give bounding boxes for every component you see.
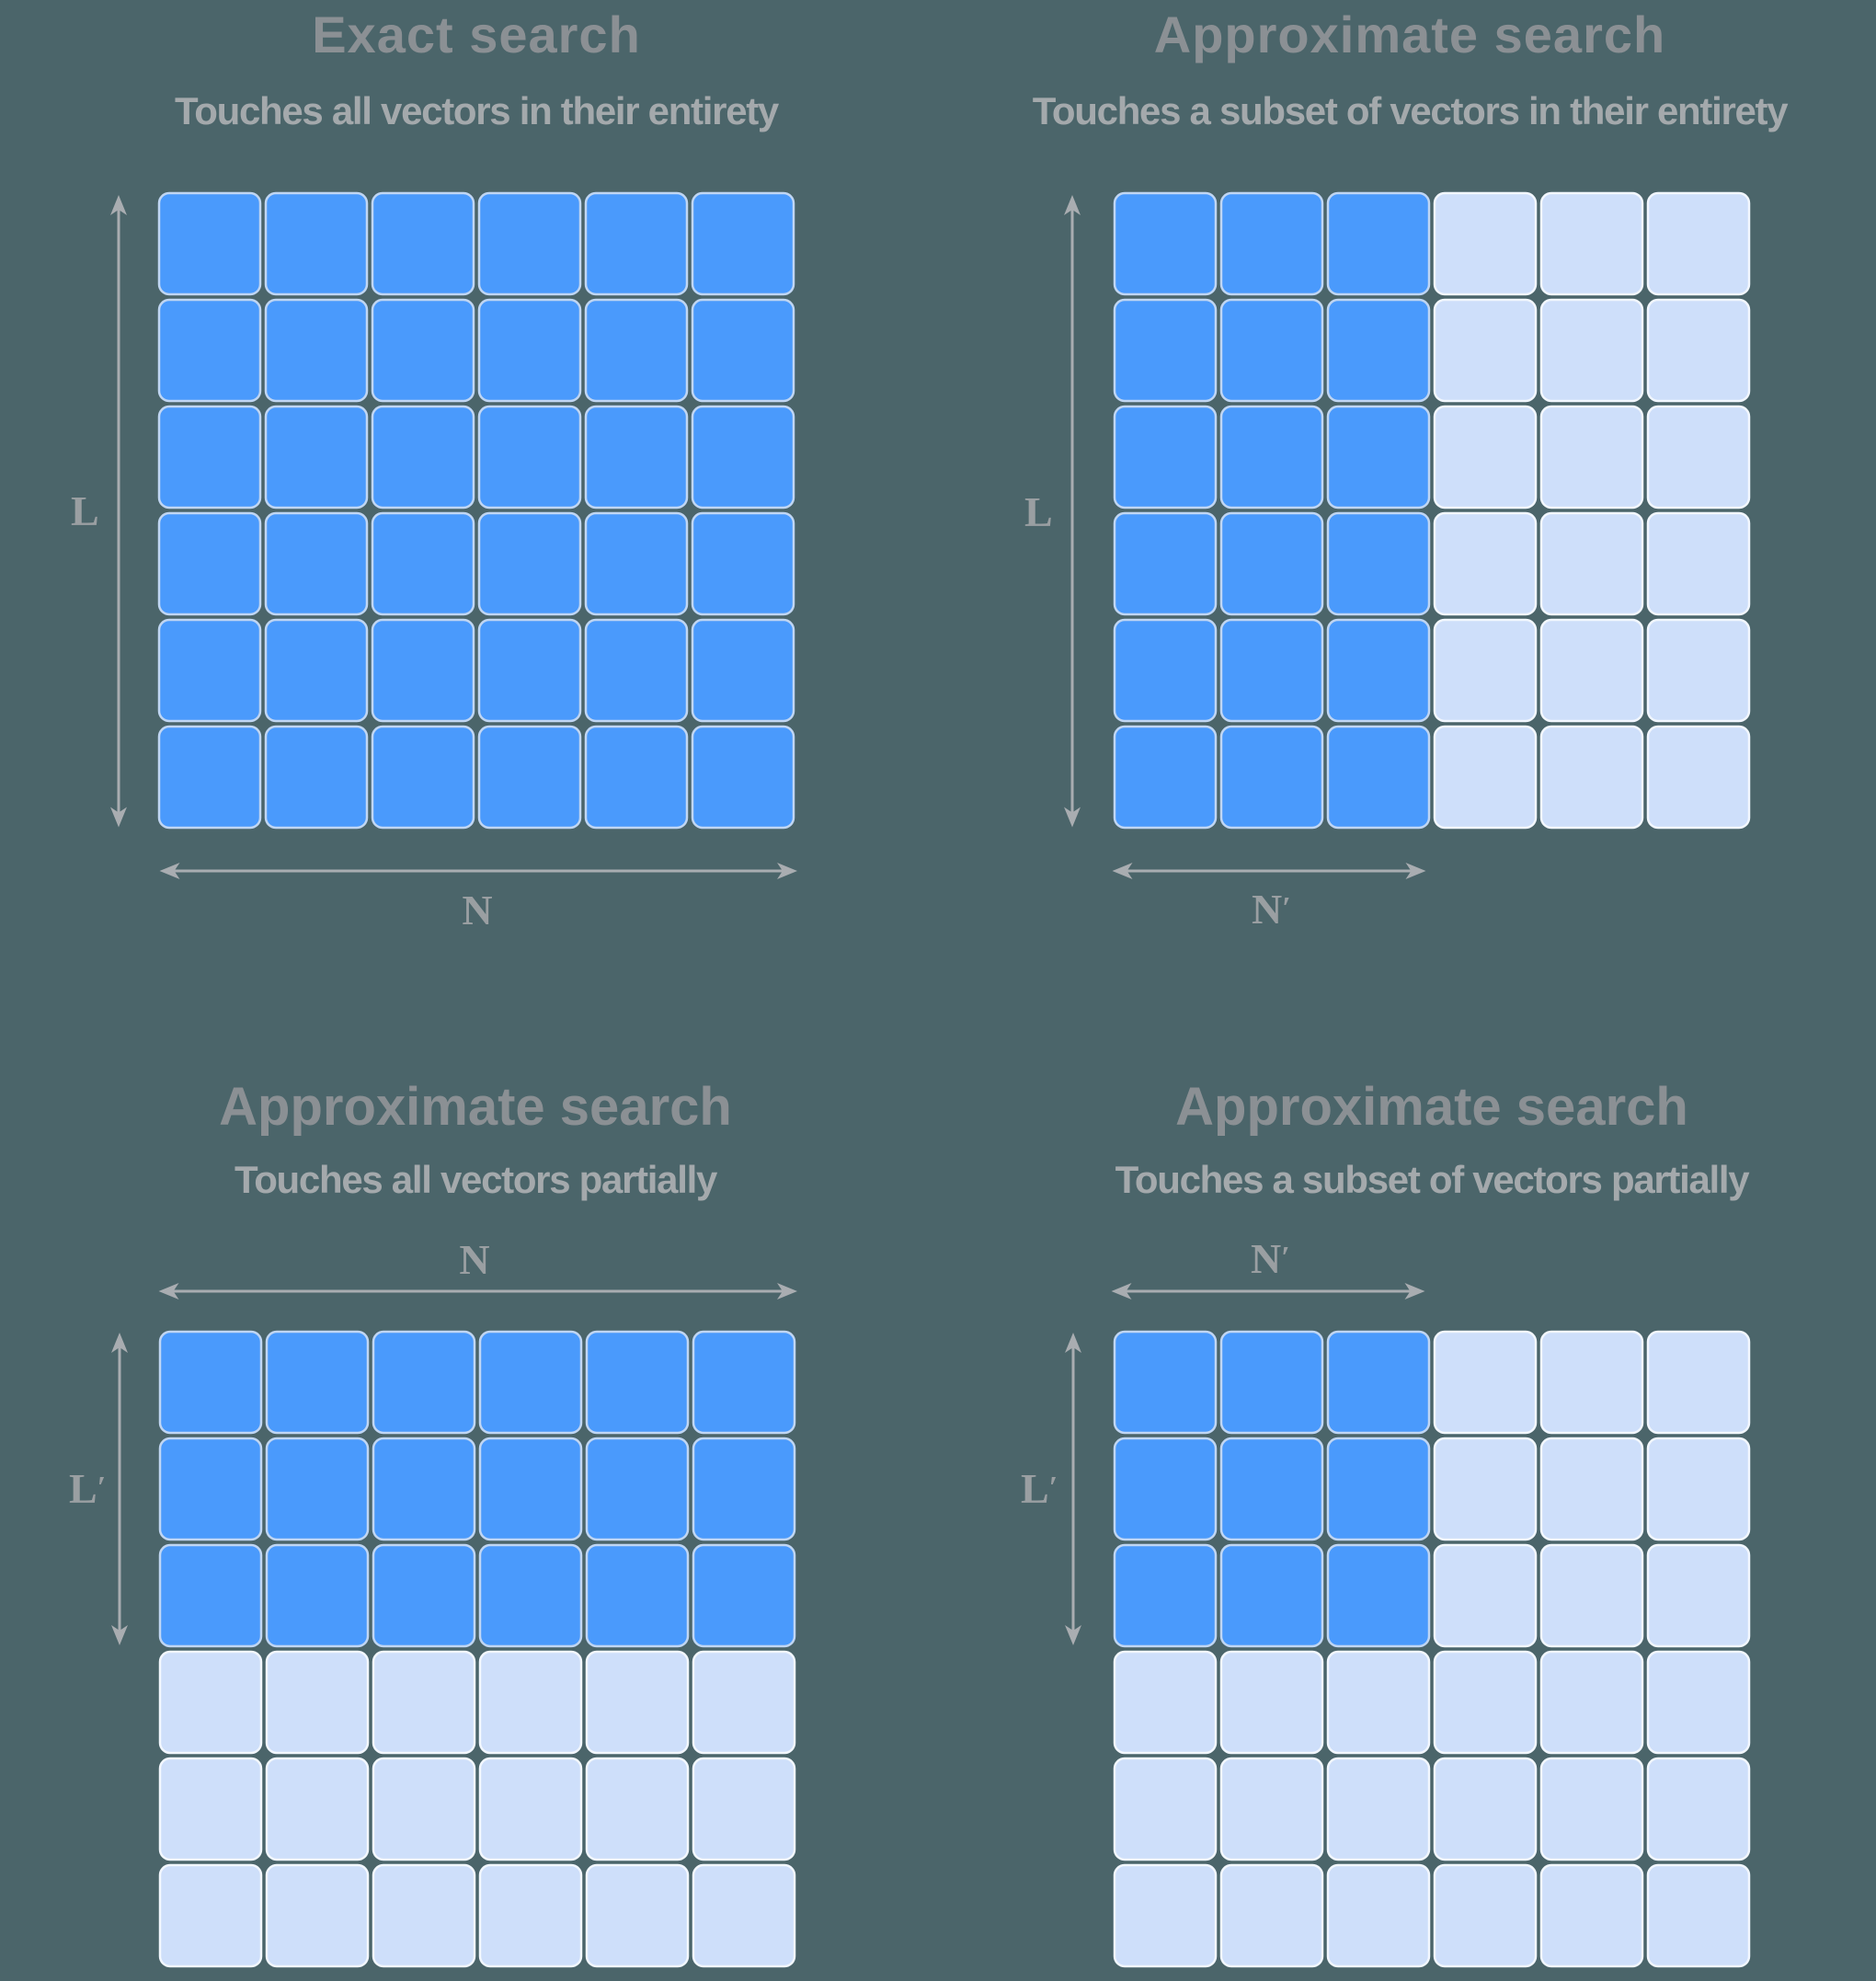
svg-text:Approximate search: Approximate search bbox=[1175, 1077, 1688, 1137]
svg-text:L: L bbox=[1024, 488, 1053, 535]
svg-text:Touches a subset of vectors pa: Touches a subset of vectors partially bbox=[1115, 1158, 1751, 1201]
svg-text:L′: L′ bbox=[69, 1465, 106, 1512]
svg-text:L: L bbox=[71, 487, 99, 534]
svg-text:N′: N′ bbox=[1252, 886, 1291, 933]
svg-text:N′: N′ bbox=[1251, 1235, 1290, 1282]
svg-text:Exact search: Exact search bbox=[312, 6, 641, 63]
svg-text:Touches a subset of vectors in: Touches a subset of vectors in their ent… bbox=[1033, 89, 1790, 132]
svg-text:L′: L′ bbox=[1021, 1465, 1058, 1512]
svg-text:Touches all vectors partially: Touches all vectors partially bbox=[234, 1158, 718, 1201]
svg-text:Approximate search: Approximate search bbox=[219, 1077, 732, 1137]
svg-text:Touches all vectors in their e: Touches all vectors in their entirety bbox=[175, 89, 780, 132]
svg-text:Approximate search: Approximate search bbox=[1154, 6, 1665, 63]
svg-text:N: N bbox=[462, 887, 492, 933]
svg-text:N: N bbox=[459, 1236, 489, 1283]
